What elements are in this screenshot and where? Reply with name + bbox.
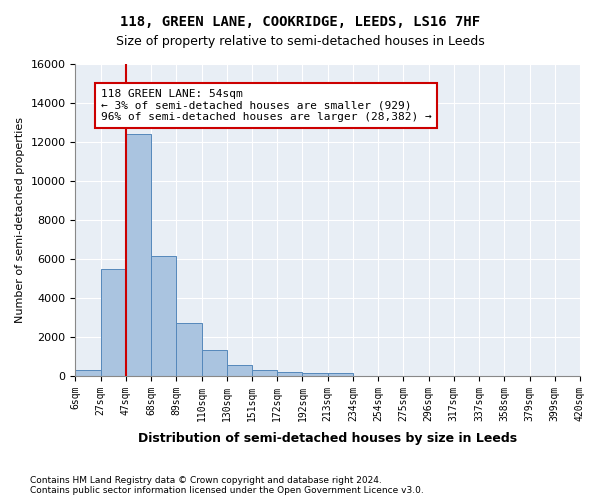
Text: 118, GREEN LANE, COOKRIDGE, LEEDS, LS16 7HF: 118, GREEN LANE, COOKRIDGE, LEEDS, LS16 … (120, 15, 480, 29)
Bar (277, 372, 302, 376)
Bar (302, 372, 328, 376)
Bar (176, 324, 202, 376)
Bar (126, 134, 151, 376)
Text: 118 GREEN LANE: 54sqm
← 3% of semi-detached houses are smaller (929)
96% of semi: 118 GREEN LANE: 54sqm ← 3% of semi-detac… (101, 89, 431, 122)
Text: Contains public sector information licensed under the Open Government Licence v3: Contains public sector information licen… (30, 486, 424, 495)
Bar (328, 374, 353, 376)
X-axis label: Distribution of semi-detached houses by size in Leeds: Distribution of semi-detached houses by … (138, 432, 517, 445)
Y-axis label: Number of semi-detached properties: Number of semi-detached properties (15, 117, 25, 323)
Bar (252, 370, 277, 376)
Text: Contains HM Land Registry data © Crown copyright and database right 2024.: Contains HM Land Registry data © Crown c… (30, 476, 382, 485)
Bar (151, 256, 176, 376)
Bar (202, 350, 227, 376)
Text: Size of property relative to semi-detached houses in Leeds: Size of property relative to semi-detach… (116, 35, 484, 48)
Bar (76, 370, 101, 376)
Bar (101, 268, 126, 376)
Bar (227, 365, 252, 376)
